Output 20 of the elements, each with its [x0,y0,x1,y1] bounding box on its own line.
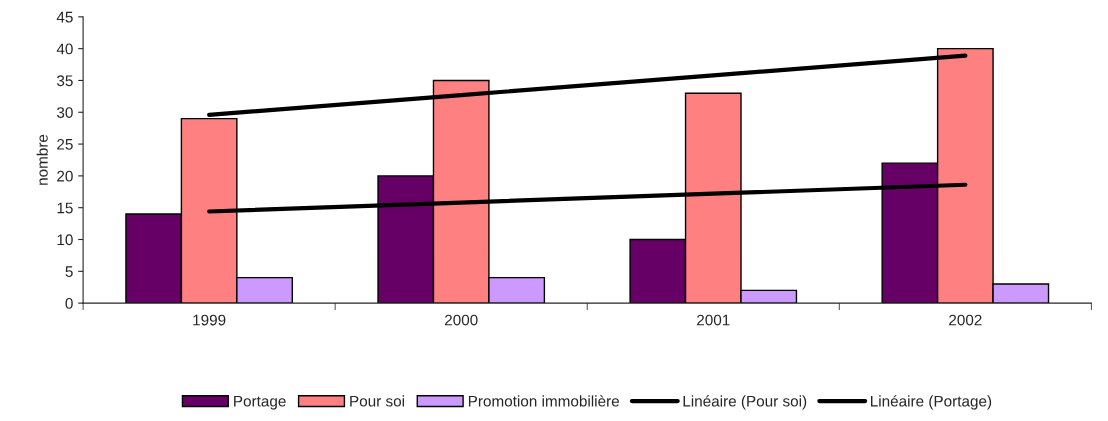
x-tick-label: 2000 [444,314,478,326]
legend-label: Linéaire (Portage) [871,395,992,410]
x-tick-label: 2002 [949,314,982,326]
x-tick-label: 1999 [193,314,226,326]
y-tick-label: 10 [57,234,73,246]
y-axis-title: nombre [36,134,48,185]
y-tick-label: 30 [56,107,73,118]
legend-label: Linéaire (Pour soi) [683,395,807,410]
y-tick-label: 25 [57,138,73,150]
y-tick-label: 40 [56,43,73,55]
legend-label: Pour soi [350,395,405,407]
legend-label: Portage [234,395,286,410]
y-tick-label: 35 [56,75,73,87]
y-tick-label: 5 [65,266,73,277]
y-tick-label: 15 [57,202,73,214]
x-tick-label: 2001 [697,314,730,326]
y-tick-label: 45 [56,11,73,23]
legend-label: Promotion immobilière [468,395,619,407]
y-tick-label: 20 [57,170,73,182]
y-tick-label: 0 [65,297,73,309]
